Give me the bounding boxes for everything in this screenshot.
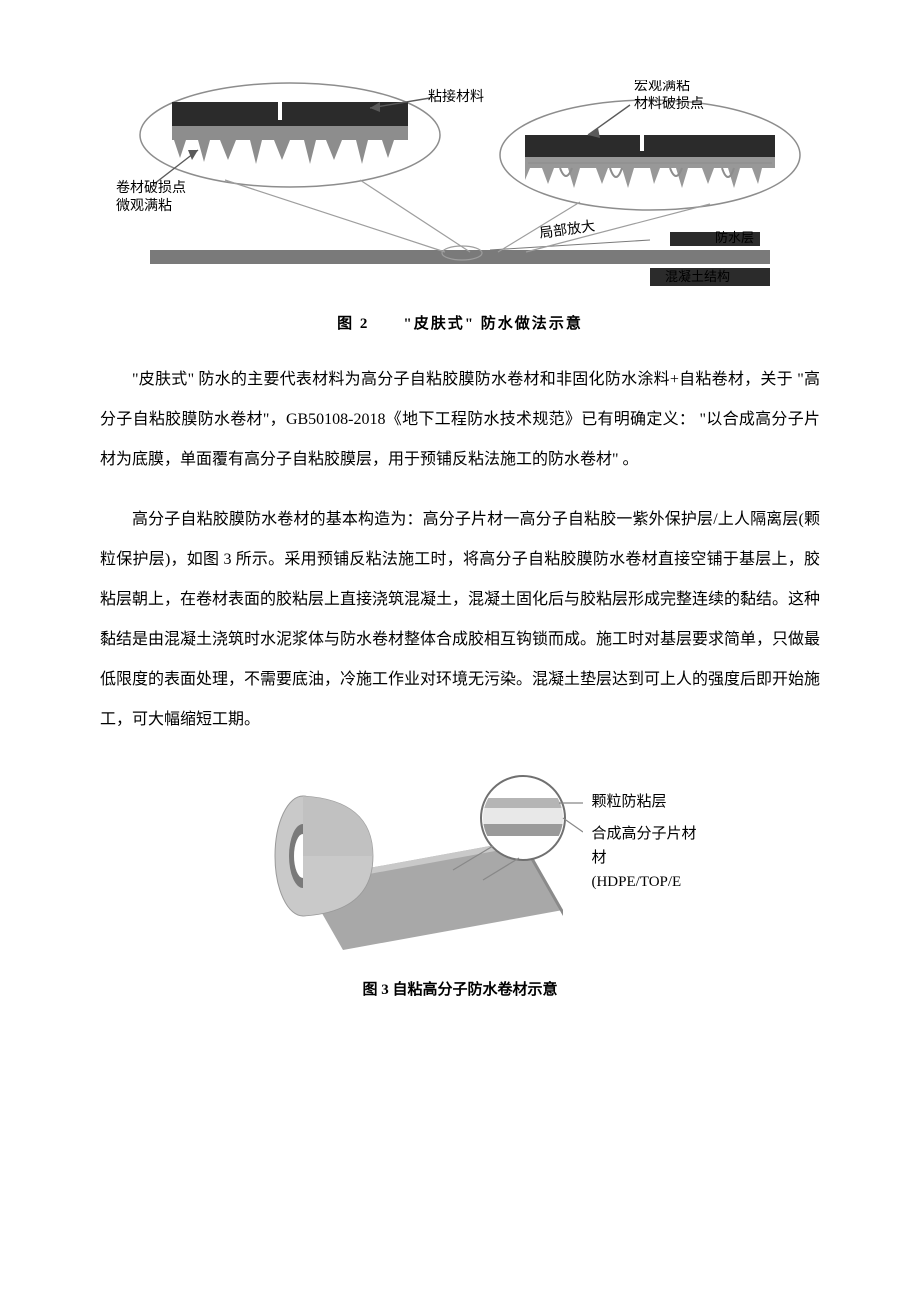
- left-callout: [140, 83, 470, 252]
- figure-2-diagram: 局部放大 防水层 混凝土结构: [110, 80, 810, 300]
- label-particle-layer: 颗粒防粘层: [591, 790, 696, 814]
- label-polymer-sheet-2: 材: [591, 846, 696, 870]
- label-waterproof-layer: 防水层: [715, 230, 754, 245]
- label-polymer-sheet-detail: (HDPE/TOP/E: [591, 870, 696, 894]
- figure-3-layer-labels: 颗粒防粘层 合成高分子片材 材 (HDPE/TOP/E: [583, 760, 696, 894]
- label-concrete-structure: 混凝土结构: [665, 269, 730, 284]
- paragraph-2: 高分子自粘胶膜防水卷材的基本构造为：高分子片材一高分子自粘胶一紫外保护层/上人隔…: [100, 500, 820, 740]
- label-macro-full-adhesion: 宏观满粘: [634, 80, 690, 94]
- paragraph-1: "皮肤式" 防水的主要代表材料为高分子自粘胶膜防水卷材和非固化防水涂料+自粘卷材…: [100, 360, 820, 480]
- figure-3-caption: 图 3 自粘高分子防水卷材示意: [100, 972, 820, 1008]
- figure-2: 局部放大 防水层 混凝土结构: [100, 80, 820, 342]
- label-roll-damage-point: 卷材破损点: [116, 180, 186, 196]
- figure-3: 颗粒防粘层 合成高分子片材 材 (HDPE/TOP/E: [100, 760, 820, 960]
- label-polymer-sheet: 合成高分子片材: [591, 822, 696, 846]
- figure-2-caption: 图 2 "皮肤式" 防水做法示意: [100, 306, 820, 342]
- label-adhesive-material: 粘接材料: [428, 88, 484, 105]
- document-page: 局部放大 防水层 混凝土结构: [0, 0, 920, 1086]
- label-micro-full-adhesion: 微观满粘: [116, 198, 172, 214]
- figure-3-diagram: [223, 760, 583, 960]
- label-material-damage-point: 材料破损点: [634, 96, 704, 112]
